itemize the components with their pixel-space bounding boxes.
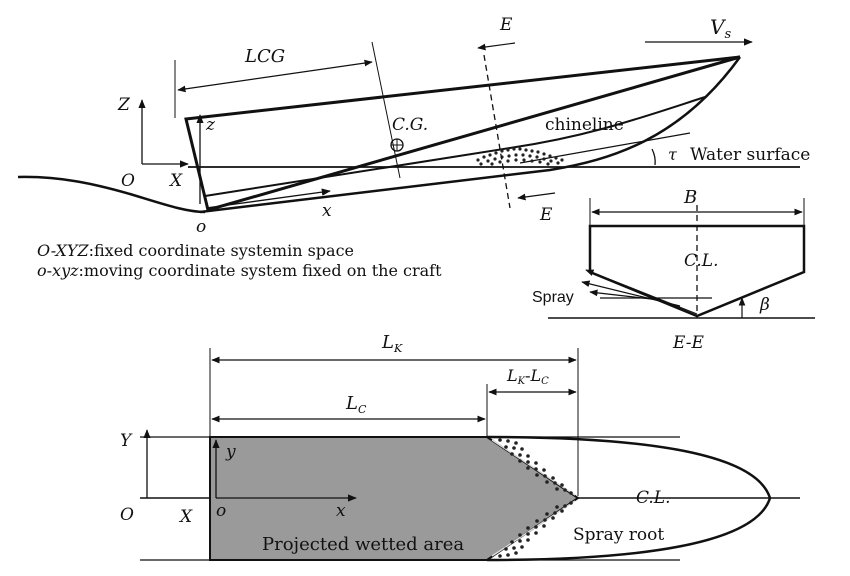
fixed-Z-label: Z: [117, 95, 131, 115]
plan-moving-o-label: o: [216, 501, 226, 521]
water-surface-label: Water surface: [690, 145, 810, 165]
cg-label: C.G.: [392, 115, 428, 135]
coordinate-legend: O-XYZ:fixed coordinate systemin space o-…: [37, 241, 442, 280]
legend-moving: o-xyz:moving coordinate system fixed on …: [37, 261, 442, 280]
hull-outline: [184, 55, 741, 212]
lc-label: LC: [345, 393, 367, 416]
spray-root-label: Spray root: [573, 525, 664, 545]
lcg-dimension-line: [177, 59, 373, 93]
moving-x-label: x: [322, 201, 332, 221]
hull-bottom-curve: [199, 56, 742, 214]
legend-fixed: O-XYZ:fixed coordinate systemin space: [37, 241, 354, 260]
plan-moving-x-label: x: [336, 501, 346, 521]
section-E-bottom: E: [539, 205, 553, 225]
lk-lc-label: LK-LC: [506, 366, 549, 387]
hull-plan-outline: [486, 435, 772, 562]
plan-cl-label: C.L.: [636, 488, 671, 508]
plan-fixed-O-label: O: [120, 505, 134, 525]
lcg-label: LCG: [244, 46, 285, 67]
spray-jet-2: [581, 280, 681, 307]
chineline-label: chineline: [545, 115, 624, 135]
section-arrow-bottom: [517, 192, 556, 201]
side-spray-dots: [476, 147, 564, 166]
velocity-label: Vs: [710, 15, 731, 42]
plan-view: LK LC LK-LC: [120, 332, 800, 562]
moving-x-axis: [205, 188, 331, 209]
tau-arc: [651, 148, 656, 166]
tau-label: τ: [668, 145, 678, 164]
spray-jet-3: [589, 289, 661, 301]
side-view: Z O X z o x LCG C.G. E E Vs chineline τ …: [17, 15, 810, 237]
wetted-area-label: Projected wetted area: [262, 534, 464, 555]
beam-label: B: [683, 187, 697, 208]
section-arrow-top: [477, 42, 516, 51]
section-title: E-E: [672, 333, 704, 353]
spray-label: Spray: [532, 289, 574, 306]
wave-profile: [17, 175, 206, 214]
chine-line: [204, 96, 706, 197]
spray-jet-1: [585, 269, 698, 315]
plan-spray-dots: [498, 438, 573, 558]
fixed-X-label: X: [168, 171, 183, 191]
lk-label: LK: [381, 332, 403, 355]
section-outline: [588, 224, 806, 318]
fixed-O-label: O: [121, 171, 135, 191]
section-cl-label: C.L.: [684, 251, 719, 271]
trim-line: [519, 132, 691, 164]
plan-fixed-Y-label: Y: [120, 431, 133, 451]
plan-moving-y-label: y: [225, 442, 236, 462]
section-view: B C.L. Spray β E-E: [532, 187, 815, 353]
deadrise-label: β: [759, 295, 770, 315]
moving-z-label: z: [205, 115, 216, 135]
moving-o-label: o: [196, 217, 206, 237]
section-cut-line: [483, 54, 511, 209]
plan-fixed-X-label: X: [178, 507, 193, 527]
section-E-top: E: [499, 15, 513, 35]
lcg-extension-right: [371, 41, 401, 179]
